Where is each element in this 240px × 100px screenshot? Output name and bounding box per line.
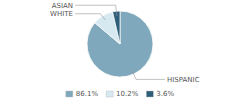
slice [113,11,120,44]
slice [87,11,153,77]
slice [95,12,120,44]
leader-line [132,69,165,79]
legend-label: 10.2% [116,90,139,98]
legend-label: 86.1% [76,90,99,98]
slice-label: ASIAN [52,2,73,10]
legend-item: 10.2% [106,90,139,98]
leader-line [75,5,117,16]
legend-label: 3.6% [156,90,174,98]
pie: HISPANIC WHITEASIAN [50,2,200,84]
chart: HISPANIC WHITEASIAN 86.1% 10.2% 3.6% [0,0,240,100]
legend-swatch [146,91,153,97]
legend-item: 86.1% [66,90,99,98]
legend-swatch [66,91,73,97]
slice-label: WHITE [50,10,73,18]
leader-line [75,14,105,20]
legend-item: 3.6% [146,90,174,98]
slice-label: HISPANIC [167,76,200,84]
legend: 86.1% 10.2% 3.6% [66,90,175,98]
legend-swatch [106,91,113,97]
